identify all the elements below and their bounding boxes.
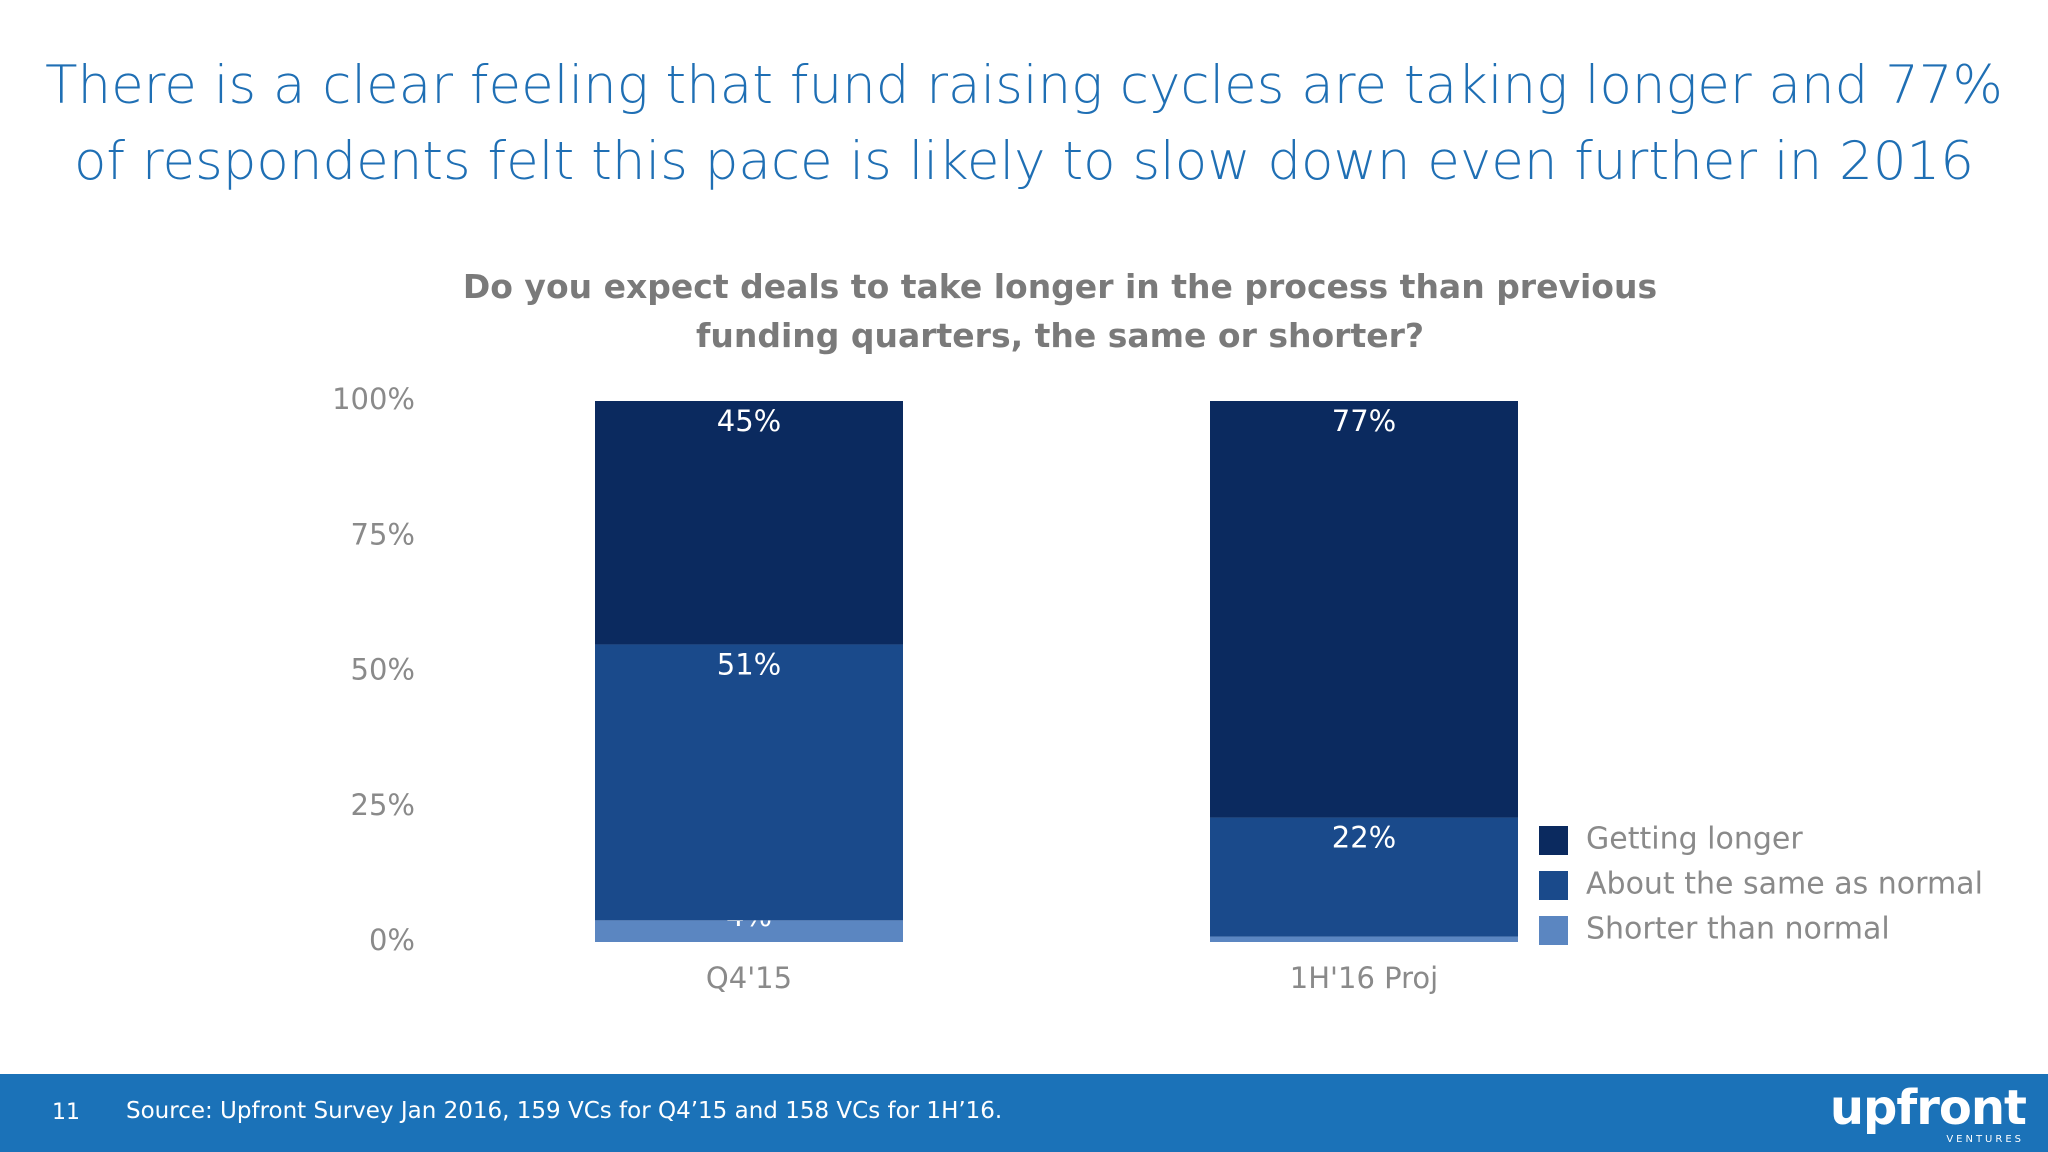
data-label: 22%	[1332, 821, 1396, 855]
data-label: 77%	[1332, 404, 1396, 438]
page-number: 11	[52, 1100, 80, 1125]
legend-label: About the same as normal	[1586, 867, 1983, 902]
y-tick-label: 75%	[351, 517, 415, 551]
logo: upfront	[1829, 1080, 2027, 1136]
data-label: 45%	[717, 404, 781, 438]
legend-swatch	[1539, 871, 1568, 900]
data-label: 51%	[717, 647, 781, 681]
y-tick-label: 0%	[369, 923, 415, 957]
logo-subtitle: VENTURES	[1946, 1134, 2024, 1145]
chart: 0%25%50%75%100%Q4'154%51%45%1H'16 Proj1%…	[332, 382, 1983, 995]
y-tick-label: 50%	[351, 653, 415, 687]
chart-title: Do you expect deals to take longer in th…	[462, 267, 1658, 355]
bar-segment	[1210, 401, 1518, 818]
x-tick-label: Q4'15	[706, 961, 792, 995]
footer: 11 Source: Upfront Survey Jan 2016, 159 …	[0, 1074, 2048, 1152]
legend-swatch	[1539, 916, 1568, 945]
bar-segment	[595, 401, 903, 645]
legend-swatch	[1539, 826, 1568, 855]
bar-segment	[595, 920, 903, 942]
y-tick-label: 25%	[351, 788, 415, 822]
source-note: Source: Upfront Survey Jan 2016, 159 VCs…	[126, 1098, 1003, 1124]
bar-segment	[595, 644, 903, 921]
legend-label: Getting longer	[1586, 822, 1803, 857]
slide-title: There is a clear feeling that fund raisi…	[45, 55, 2003, 192]
x-tick-label: 1H'16 Proj	[1290, 961, 1438, 995]
bar-segment	[1210, 936, 1518, 942]
legend-label: Shorter than normal	[1586, 912, 1890, 947]
bar-segment	[1210, 817, 1518, 937]
y-tick-label: 100%	[332, 382, 415, 416]
